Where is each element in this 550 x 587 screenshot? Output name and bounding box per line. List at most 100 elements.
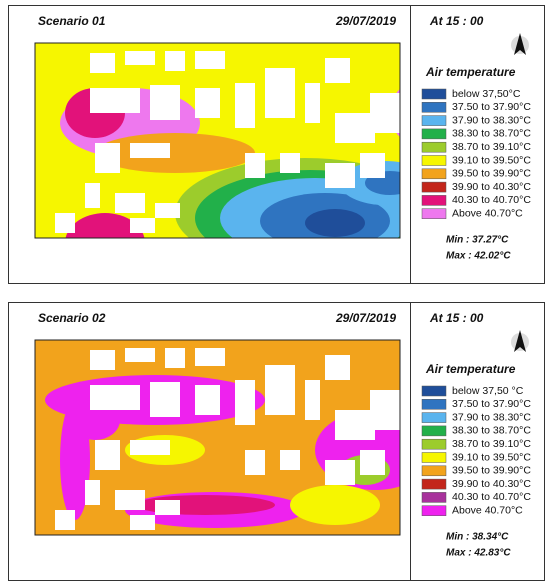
- legend-title: Air temperature: [425, 65, 516, 79]
- legend-label: 40.30 to 40.70°C: [452, 194, 531, 206]
- building: [90, 385, 140, 410]
- legend-swatch: [421, 425, 447, 437]
- heatmap: [35, 43, 400, 277]
- date: 29/07/2019: [335, 311, 396, 325]
- building: [360, 153, 385, 178]
- legend-label: 39.50 to 39.90°C: [452, 168, 531, 180]
- building: [335, 410, 375, 440]
- legend-label: 38.70 to 39.10°C: [452, 438, 531, 450]
- building: [195, 88, 220, 118]
- heat-zone: [80, 541, 150, 569]
- heat-zone: [305, 209, 365, 237]
- building: [325, 58, 350, 83]
- legend-swatch: [421, 385, 447, 397]
- building: [235, 380, 255, 425]
- heatmap-border: [34, 339, 401, 536]
- legend-swatch: [421, 505, 447, 516]
- legend-swatch: [421, 492, 447, 503]
- building: [195, 348, 225, 366]
- legend-label: 37.50 to 37.90°C: [452, 101, 531, 113]
- building: [130, 218, 155, 233]
- legend-label: 39.10 to 39.50°C: [452, 451, 531, 463]
- building: [235, 83, 255, 128]
- building: [130, 440, 170, 455]
- legend-label: 39.90 to 40.30°C: [452, 181, 531, 193]
- building: [55, 213, 75, 233]
- legend-swatch: [421, 465, 447, 477]
- legend-swatch: [421, 155, 447, 166]
- legend-label: 37.90 to 38.30°C: [452, 114, 531, 126]
- building: [165, 51, 185, 71]
- building: [55, 510, 75, 530]
- building: [280, 450, 300, 470]
- legend-swatch: [421, 438, 447, 450]
- heat-zone: [290, 485, 380, 525]
- legend-label: 38.70 to 39.10°C: [452, 141, 531, 153]
- heat-zone: [195, 243, 275, 273]
- min-value: Min : 37.27°C: [446, 235, 509, 246]
- building: [85, 480, 100, 505]
- building: [115, 193, 145, 213]
- building: [125, 348, 155, 362]
- compass-needle: [514, 33, 526, 55]
- legend-swatch: [421, 452, 447, 463]
- legend-label: 38.30 to 38.70°C: [452, 425, 531, 437]
- legend-swatch: [421, 208, 447, 219]
- building: [265, 68, 295, 118]
- legend-label: 39.90 to 40.30°C: [452, 478, 531, 490]
- building: [165, 348, 185, 368]
- building: [130, 515, 155, 530]
- building: [360, 450, 385, 475]
- building: [155, 500, 180, 515]
- building: [280, 153, 300, 173]
- max-value: Max : 42.02°C: [446, 251, 511, 262]
- building: [265, 365, 295, 415]
- building: [125, 51, 155, 65]
- time: At 15 : 00: [429, 311, 484, 325]
- legend-swatch: [421, 399, 447, 410]
- building: [245, 153, 265, 178]
- legend-label: Above 40.70°C: [452, 207, 523, 219]
- heatmap: [35, 340, 440, 575]
- building: [325, 460, 355, 485]
- legend-swatch: [421, 181, 447, 193]
- legend-label: 39.10 to 39.50°C: [452, 154, 531, 166]
- building: [370, 390, 400, 430]
- scenario: Scenario 02: [38, 311, 106, 325]
- building: [370, 93, 400, 133]
- time: At 15 : 00: [429, 14, 484, 28]
- legend-swatch: [421, 88, 447, 100]
- legend-label: 37.50 to 37.90°C: [452, 398, 531, 410]
- building: [90, 88, 140, 113]
- legend-swatch: [421, 195, 447, 206]
- building: [95, 143, 120, 173]
- legend-swatch: [421, 128, 447, 140]
- heat-zone: [65, 213, 145, 238]
- legend-label: 39.50 to 39.90°C: [452, 465, 531, 477]
- building: [130, 143, 170, 158]
- legend-label: below 37,50°C: [452, 88, 521, 100]
- legend-label: 37.90 to 38.30°C: [452, 411, 531, 423]
- building: [195, 385, 220, 415]
- date: 29/07/2019: [335, 14, 396, 28]
- building: [335, 113, 375, 143]
- max-value: Max : 42.83°C: [446, 548, 511, 559]
- legend-swatch: [421, 141, 447, 153]
- building: [90, 53, 115, 73]
- building: [90, 350, 115, 370]
- building: [325, 355, 350, 380]
- scenario: Scenario 01: [38, 14, 106, 28]
- building: [305, 380, 320, 420]
- heatmap-border: [34, 42, 401, 239]
- legend-label: Above 40.70°C: [452, 504, 523, 516]
- building: [150, 382, 180, 417]
- legend-swatch: [421, 412, 447, 423]
- compass-needle: [514, 330, 526, 352]
- building: [155, 203, 180, 218]
- heat-zone: [155, 249, 215, 277]
- heat-zone: [370, 535, 440, 575]
- building: [115, 490, 145, 510]
- legend-swatch: [421, 168, 447, 180]
